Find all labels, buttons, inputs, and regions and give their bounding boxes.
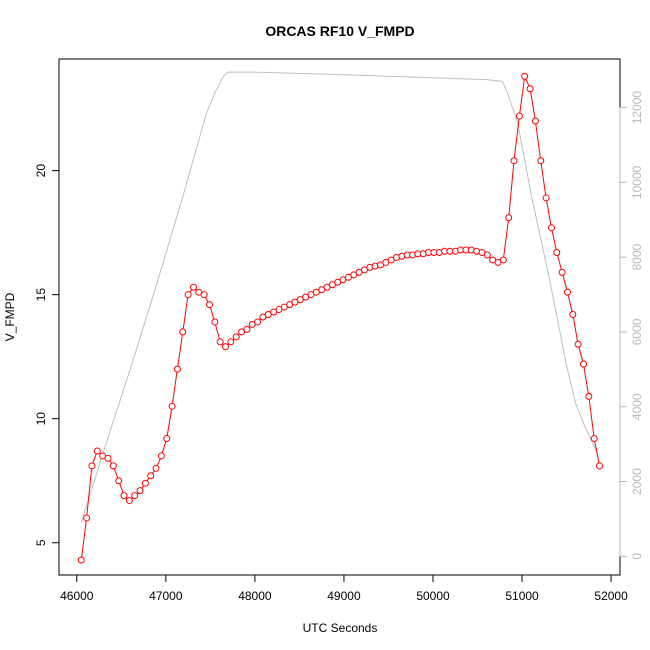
x-tick-label: 51000 xyxy=(505,589,539,603)
data-point xyxy=(115,477,123,485)
data-point xyxy=(537,157,545,165)
data-point xyxy=(88,462,96,470)
data-point xyxy=(547,224,555,232)
y-tick-label: 20 xyxy=(34,164,48,178)
data-point xyxy=(558,268,566,276)
y2-tick-label: 4000 xyxy=(630,393,644,420)
data-point xyxy=(77,556,85,564)
data-point xyxy=(553,249,561,256)
data-point xyxy=(590,435,598,443)
data-point xyxy=(521,72,529,80)
data-point xyxy=(184,291,192,299)
data-point xyxy=(109,462,117,470)
data-point xyxy=(227,338,235,346)
data-point xyxy=(579,360,587,368)
data-point xyxy=(515,112,523,120)
data-point xyxy=(216,338,224,346)
altitude-line xyxy=(80,71,597,523)
y2-tick-label: 2000 xyxy=(630,468,644,495)
data-point xyxy=(93,447,101,455)
data-point xyxy=(222,343,230,351)
data-point xyxy=(136,487,144,495)
y-axis-right: 0 2000 4000 6000 8000 10000 12000 xyxy=(619,91,644,560)
x-tick-label: 46000 xyxy=(60,589,94,603)
y-axis-left: 5 10 15 20 xyxy=(34,164,60,546)
x-tick-label: 47000 xyxy=(149,589,183,603)
y2-tick-label: 12000 xyxy=(630,91,644,125)
data-point xyxy=(147,472,155,480)
data-point xyxy=(585,392,593,400)
data-point xyxy=(179,328,187,336)
plot-frame xyxy=(58,58,621,576)
v-fmpd-line xyxy=(80,74,600,561)
y2-tick-label: 8000 xyxy=(630,244,644,271)
data-point xyxy=(569,311,577,319)
y-tick-label: 15 xyxy=(34,288,48,302)
data-point xyxy=(526,85,534,93)
data-point xyxy=(563,288,571,296)
data-point xyxy=(189,283,197,291)
chart-title: ORCAS RF10 V_FMPD xyxy=(265,23,414,39)
data-point xyxy=(542,194,550,202)
data-point xyxy=(125,497,133,505)
data-point xyxy=(254,318,262,326)
data-point xyxy=(163,435,171,443)
data-point xyxy=(232,333,240,341)
data-point xyxy=(574,340,582,348)
data-point xyxy=(157,452,165,460)
data-point xyxy=(200,291,208,299)
data-point xyxy=(131,492,139,500)
x-tick-label: 49000 xyxy=(327,589,361,603)
data-point xyxy=(168,402,176,410)
data-point xyxy=(596,462,604,470)
data-point xyxy=(483,251,491,259)
y2-tick-label: 6000 xyxy=(630,318,644,345)
data-point xyxy=(510,157,518,165)
data-point xyxy=(243,325,251,333)
x-axis-label: UTC Seconds xyxy=(303,621,378,635)
data-point xyxy=(83,514,91,522)
data-point xyxy=(173,365,181,373)
data-point xyxy=(211,318,219,326)
x-tick-label: 52000 xyxy=(594,589,628,603)
data-point xyxy=(505,214,513,222)
data-point xyxy=(531,117,539,125)
data-point xyxy=(120,492,128,500)
series-layer xyxy=(77,71,604,564)
data-point xyxy=(499,256,507,264)
data-point xyxy=(141,479,149,487)
y-tick-label: 5 xyxy=(34,539,48,546)
y-tick-label: 10 xyxy=(34,412,48,426)
x-axis: 46000 47000 48000 49000 50000 51000 52000 xyxy=(60,574,628,603)
y2-tick-label: 0 xyxy=(630,553,644,560)
x-tick-label: 50000 xyxy=(416,589,450,603)
y2-tick-label: 10000 xyxy=(630,165,644,199)
data-point xyxy=(205,301,213,309)
data-point xyxy=(152,464,160,472)
y-axis-label: V_FMPD xyxy=(3,292,17,341)
x-tick-label: 48000 xyxy=(238,589,272,603)
data-point xyxy=(104,454,112,462)
